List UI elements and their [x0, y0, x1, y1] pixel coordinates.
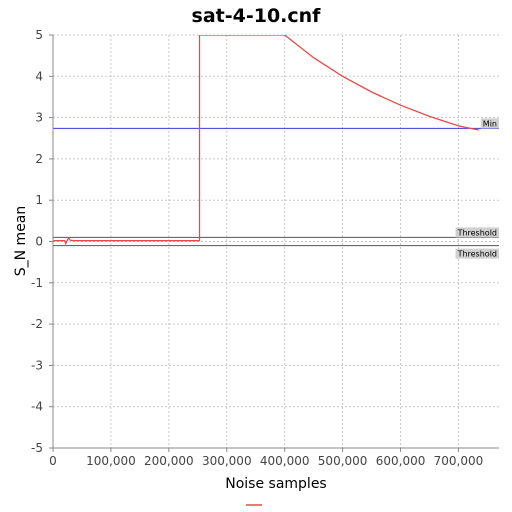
y-tick-label: 4: [35, 69, 43, 83]
plot-background: [53, 35, 499, 448]
reference-line-label: Min: [483, 119, 497, 128]
series-line: [53, 35, 479, 246]
y-tick-label: -5: [31, 441, 43, 455]
axes: 0 100,000 200,000 300,000 400,000 500,000 600,…: [31, 28, 499, 468]
reference-label-background: [455, 227, 499, 238]
reference-lines: Min Threshold Threshold: [53, 118, 499, 259]
x-tick-label: 500,000: [318, 454, 368, 468]
x-tick-label: 700,000: [434, 454, 484, 468]
x-tick-label: 600,000: [376, 454, 426, 468]
y-tick-label: -1: [31, 276, 43, 290]
y-tick-label: -2: [31, 317, 43, 331]
reference-label-background: [455, 248, 499, 259]
series-layer: [53, 35, 479, 246]
grid-layer: [52, 34, 499, 449]
y-tick-label: 0: [35, 235, 43, 249]
y-tick-label: 5: [35, 28, 43, 42]
chart-title: sat-4-10.cnf: [192, 5, 322, 27]
x-tick-label: 200,000: [144, 454, 194, 468]
x-tick-label: 0: [49, 454, 57, 468]
x-axis-label: Noise samples: [225, 476, 326, 492]
y-tick-label: 3: [35, 111, 43, 125]
y-tick-label: -4: [31, 400, 43, 414]
x-tick-label: 400,000: [260, 454, 310, 468]
reference-label-background: [480, 118, 499, 129]
x-tick-label: 100,000: [86, 454, 136, 468]
reference-line-label: Threshold: [457, 250, 497, 259]
y-tick-label: 1: [35, 193, 43, 207]
y-tick-label: -3: [31, 358, 43, 372]
y-axis-label: S_N mean: [13, 206, 29, 277]
x-tick-label: 300,000: [202, 454, 252, 468]
reference-line-label: Threshold: [457, 228, 497, 237]
y-tick-label: 2: [35, 152, 43, 166]
